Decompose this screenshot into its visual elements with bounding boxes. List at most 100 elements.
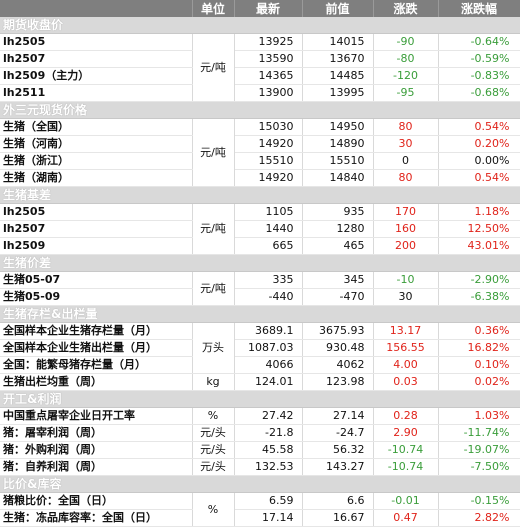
- row-change: 200: [373, 237, 439, 255]
- row-change: 160: [373, 220, 439, 238]
- table-row: 生猪出栏均重（周） kg 124.01 123.98 0.03 0.02%: [0, 373, 520, 391]
- row-change-pct: -0.64%: [438, 33, 520, 51]
- table-row: 猪：自养利润（周） 元/头 132.53 143.27 -10.74 -7.50%: [0, 458, 520, 476]
- table-row: 生猪（湖南） 14920 14840 80 0.54%: [0, 169, 520, 187]
- row-latest: 4066: [234, 356, 303, 374]
- section-header-row: 期货收盘价: [0, 17, 520, 34]
- row-change: 30: [373, 288, 439, 306]
- row-latest: 665: [234, 237, 303, 255]
- row-prev: 16.67: [302, 509, 374, 527]
- row-latest: 335: [234, 271, 303, 289]
- row-name: 生猪05-07: [0, 271, 193, 289]
- table-row: 全国样本企业生猪出栏量（月） 1087.03 930.48 156.55 16.82%: [0, 339, 520, 357]
- table-row: lh2509（主力） 14365 14485 -120 -0.83%: [0, 67, 520, 85]
- table-row: lh2507 1440 1280 160 12.50%: [0, 220, 520, 238]
- row-unit: %: [192, 407, 235, 425]
- row-change: -95: [373, 84, 439, 102]
- table-row: 生猪（河南） 14920 14890 30 0.20%: [0, 135, 520, 153]
- section-header-row: 比价&库容: [0, 475, 520, 493]
- table-row: 猪：外购利润（周） 元/头 45.58 56.32 -10.74 -19.07%: [0, 441, 520, 459]
- header-change: 涨跌: [373, 0, 439, 17]
- row-latest: 1105: [234, 203, 303, 221]
- row-change: -10.74: [373, 441, 439, 459]
- row-change-pct: -2.90%: [438, 271, 520, 289]
- row-prev: -470: [302, 288, 374, 306]
- row-name: lh2507: [0, 50, 193, 68]
- row-change-pct: -0.68%: [438, 84, 520, 102]
- row-change-pct: 1.18%: [438, 203, 520, 221]
- row-change: 156.55: [373, 339, 439, 357]
- table-row: lh2509 665 465 200 43.01%: [0, 237, 520, 255]
- table-row: lh2511 13900 13995 -95 -0.68%: [0, 84, 520, 102]
- row-change-pct: -11.74%: [438, 424, 520, 442]
- row-latest: 132.53: [234, 458, 303, 476]
- row-latest: 45.58: [234, 441, 303, 459]
- row-name: 猪粮比价：全国（日）: [0, 492, 193, 510]
- header-change-pct: 涨跌幅: [438, 0, 520, 17]
- row-latest: 1087.03: [234, 339, 303, 357]
- row-prev: 345: [302, 271, 374, 289]
- row-change-pct: 12.50%: [438, 220, 520, 238]
- section-title: 生猪存栏&出栏量: [0, 305, 520, 323]
- row-change-pct: 0.00%: [438, 152, 520, 170]
- row-change: 2.90: [373, 424, 439, 442]
- row-change-pct: 0.54%: [438, 118, 520, 136]
- row-name: lh2509（主力）: [0, 67, 193, 85]
- row-prev: 123.98: [302, 373, 374, 391]
- row-prev: 14890: [302, 135, 374, 153]
- row-change-pct: -6.38%: [438, 288, 520, 306]
- table-row: lh2507 13590 13670 -80 -0.59%: [0, 50, 520, 68]
- row-prev: 14950: [302, 118, 374, 136]
- row-change-pct: 16.82%: [438, 339, 520, 357]
- row-prev: 15510: [302, 152, 374, 170]
- row-change: 0.47: [373, 509, 439, 527]
- row-change-pct: -0.83%: [438, 67, 520, 85]
- section-title: 开工&利润: [0, 390, 520, 408]
- section-title: 外三元现货价格: [0, 101, 520, 119]
- row-change: 80: [373, 118, 439, 136]
- row-change: 170: [373, 203, 439, 221]
- row-latest: 14365: [234, 67, 303, 85]
- row-unit: 元/头: [192, 458, 235, 476]
- section-title: 比价&库容: [0, 475, 520, 493]
- row-change-pct: 0.36%: [438, 322, 520, 340]
- row-unit: 元/头: [192, 424, 235, 442]
- section-header-row: 生猪存栏&出栏量: [0, 305, 520, 323]
- row-unit: 元/吨: [192, 33, 235, 102]
- row-unit: 元/吨: [192, 271, 235, 306]
- row-name: lh2507: [0, 220, 193, 238]
- row-prev: 6.6: [302, 492, 374, 510]
- row-change: -10.74: [373, 458, 439, 476]
- row-latest: 1440: [234, 220, 303, 238]
- row-latest: 27.42: [234, 407, 303, 425]
- row-change: -80: [373, 50, 439, 68]
- section-title: 期货收盘价: [0, 17, 520, 34]
- row-name: 生猪（湖南）: [0, 169, 193, 187]
- section-header-row: 外三元现货价格: [0, 101, 520, 119]
- row-unit: 万头: [192, 322, 235, 374]
- table-row: 生猪（全国） 元/吨 15030 14950 80 0.54%: [0, 118, 520, 187]
- section-header-row: 生猪价差: [0, 254, 520, 272]
- row-change-pct: 0.20%: [438, 135, 520, 153]
- row-change-pct: 0.02%: [438, 373, 520, 391]
- row-name: lh2509: [0, 237, 193, 255]
- row-name: 全国样本企业生猪出栏量（月）: [0, 339, 193, 357]
- row-change: 0: [373, 152, 439, 170]
- row-change: 13.17: [373, 322, 439, 340]
- row-unit: 元/吨: [192, 118, 235, 187]
- row-change: -10: [373, 271, 439, 289]
- row-change: 0.28: [373, 407, 439, 425]
- row-change-pct: -0.59%: [438, 50, 520, 68]
- row-latest: 13925: [234, 33, 303, 51]
- table-row: lh2505 元/吨 13925 14015 -90 -0.64%: [0, 33, 520, 102]
- row-name: 猪：外购利润（周）: [0, 441, 193, 459]
- table-row: 生猪05-07 元/吨 335 345 -10 -2.90%: [0, 271, 520, 306]
- header-row: 单位 最新 前值 涨跌 涨跌幅: [0, 0, 520, 17]
- row-name: lh2511: [0, 84, 193, 102]
- row-prev: 13995: [302, 84, 374, 102]
- row-unit: 元/吨: [192, 203, 235, 255]
- table-row: 生猪：冻品库容率：全国（日） 17.14 16.67 0.47 2.82%: [0, 509, 520, 527]
- row-change: 80: [373, 169, 439, 187]
- row-name: 猪：自养利润（周）: [0, 458, 193, 476]
